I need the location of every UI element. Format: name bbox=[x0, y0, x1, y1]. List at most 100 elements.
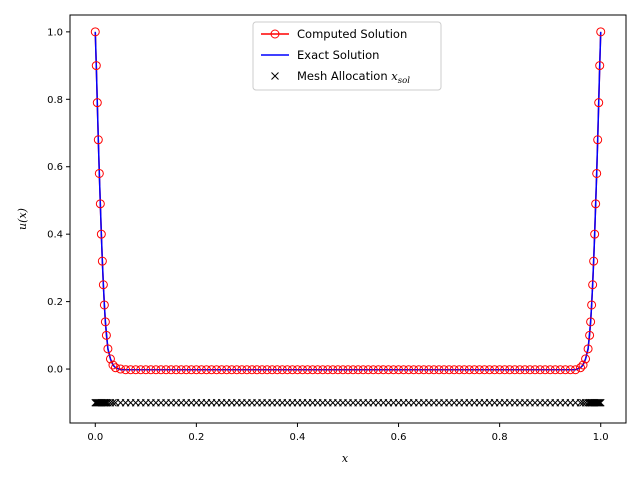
computed-solution-point bbox=[500, 365, 510, 375]
computed-solution-point bbox=[201, 365, 211, 375]
computed-solution-point bbox=[96, 229, 106, 239]
axes-frame bbox=[69, 14, 627, 424]
computed-solution-point bbox=[585, 330, 595, 340]
x-tick-label: 0.2 bbox=[188, 432, 204, 443]
computed-solution-point bbox=[110, 363, 120, 373]
computed-solution-point bbox=[333, 365, 343, 375]
y-tick-label: 0.0 bbox=[47, 365, 63, 376]
computed-solution-point bbox=[479, 365, 489, 375]
computed-solution-point bbox=[545, 365, 555, 375]
computed-solution-point bbox=[105, 354, 115, 364]
legend-label: Exact Solution bbox=[297, 48, 379, 62]
computed-solution-point bbox=[282, 365, 292, 375]
legend-label: Computed Solution bbox=[297, 27, 407, 41]
computed-solution-point bbox=[592, 168, 602, 178]
computed-solution-point bbox=[103, 344, 113, 354]
computed-solution-point bbox=[257, 365, 267, 375]
y-axis-label: u(x) bbox=[16, 208, 29, 230]
computed-solution-point bbox=[576, 363, 586, 373]
computed-solution-point bbox=[570, 365, 580, 375]
computed-solution-point bbox=[595, 61, 605, 71]
computed-solution-point bbox=[588, 280, 598, 290]
computed-solution-point bbox=[591, 199, 601, 209]
computed-solution-point bbox=[116, 364, 126, 374]
computed-solution-point bbox=[404, 365, 414, 375]
computed-solution-point bbox=[515, 365, 525, 375]
y-tick-label: 0.8 bbox=[47, 95, 63, 106]
computed-solution-point bbox=[596, 27, 606, 37]
computed-solution-point bbox=[590, 229, 600, 239]
computed-solution-point bbox=[565, 365, 575, 375]
exact-solution-line bbox=[94, 31, 602, 371]
computed-solution-point bbox=[94, 168, 104, 178]
legend-label-sub: sol bbox=[398, 76, 410, 86]
computed-solution-point bbox=[353, 365, 363, 375]
x-axis-label: x bbox=[342, 452, 349, 465]
computed-solution-point bbox=[176, 365, 186, 375]
computed-solution-point bbox=[464, 365, 474, 375]
computed-solution-point bbox=[581, 354, 591, 364]
computed-solution-point bbox=[338, 365, 348, 375]
computed-solution-point bbox=[191, 365, 201, 375]
computed-solution-point bbox=[594, 98, 604, 108]
computed-solution-point bbox=[95, 199, 105, 209]
computed-solution-point bbox=[207, 365, 217, 375]
computed-solution-point bbox=[520, 365, 530, 375]
computed-solution-point bbox=[101, 330, 111, 340]
computed-solution-point bbox=[363, 365, 373, 375]
computed-solution-point bbox=[593, 135, 603, 145]
computed-solution-point bbox=[121, 365, 131, 375]
computed-solution-point bbox=[474, 365, 484, 375]
computed-solution-point bbox=[98, 280, 108, 290]
computed-solution-point bbox=[222, 365, 232, 375]
computed-solution-point bbox=[555, 365, 565, 375]
computed-solution-point bbox=[237, 365, 247, 375]
mesh-point bbox=[594, 398, 603, 407]
computed-solution-point bbox=[586, 317, 596, 327]
computed-solution-point bbox=[368, 365, 378, 375]
computed-solution-point bbox=[510, 365, 520, 375]
computed-solution-point bbox=[108, 360, 118, 370]
computed-solution-point bbox=[272, 365, 282, 375]
computed-solution-point bbox=[97, 256, 107, 266]
computed-solution-point bbox=[303, 365, 313, 375]
computed-solution-point bbox=[318, 365, 328, 375]
computed-solution-point bbox=[313, 365, 323, 375]
legend-label-main: Mesh Allocation bbox=[297, 69, 391, 83]
computed-solution-point bbox=[587, 300, 597, 310]
y-tick-label: 0.4 bbox=[47, 230, 63, 241]
legend-handle-mesh bbox=[271, 72, 279, 80]
computed-solution-point bbox=[373, 365, 383, 375]
computed-solution-point bbox=[399, 365, 409, 375]
computed-solution-point bbox=[495, 365, 505, 375]
computed-solution-point bbox=[267, 365, 277, 375]
computed-solution-point bbox=[146, 365, 156, 375]
legend: Computed Solution Exact Solution Mesh Allo… bbox=[252, 21, 442, 91]
computed-solution-point bbox=[388, 365, 398, 375]
computed-solution-point bbox=[490, 365, 500, 375]
mesh-point bbox=[109, 398, 117, 407]
computed-solution-point bbox=[449, 365, 459, 375]
computed-solution-point bbox=[328, 365, 338, 375]
computed-solution-point bbox=[90, 27, 100, 37]
computed-solution-point bbox=[540, 365, 550, 375]
computed-solution-point bbox=[166, 365, 176, 375]
x-tick-label: 0.4 bbox=[290, 432, 306, 443]
computed-solution-point bbox=[151, 365, 161, 375]
x-tick-label: 0.0 bbox=[87, 432, 103, 443]
computed-solution-point bbox=[196, 365, 206, 375]
mesh-point bbox=[595, 398, 604, 407]
computed-solution-point bbox=[409, 365, 419, 375]
y-tick-label: 0.2 bbox=[47, 297, 63, 308]
x-tick-label: 0.8 bbox=[492, 432, 508, 443]
legend-box bbox=[252, 21, 442, 91]
computed-solution-point bbox=[469, 365, 479, 375]
computed-solution-point bbox=[93, 135, 103, 145]
computed-solution-point bbox=[358, 365, 368, 375]
computed-solution-point bbox=[383, 365, 393, 375]
series-layer bbox=[90, 27, 606, 407]
computed-solution-point bbox=[414, 365, 424, 375]
computed-solution-point bbox=[419, 365, 429, 375]
computed-solution-point bbox=[429, 365, 439, 375]
